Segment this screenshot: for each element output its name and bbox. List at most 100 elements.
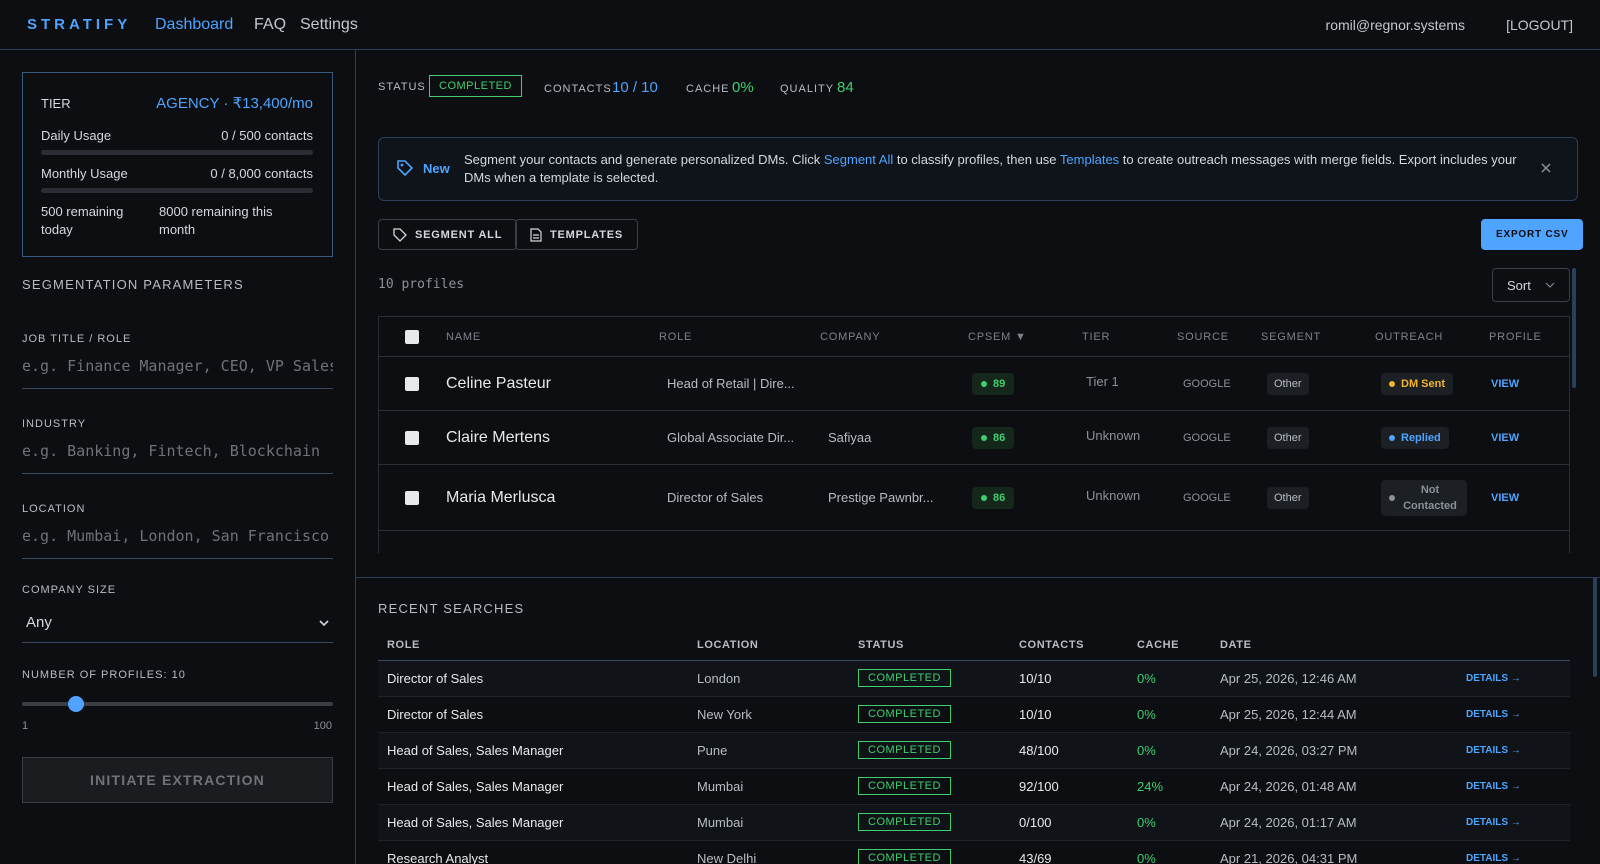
company-size-value[interactable]: Any (26, 614, 52, 631)
nav-link[interactable]: FAQ (254, 16, 287, 33)
templates-button[interactable]: TEMPLATES (515, 219, 638, 250)
column-header: SEGMENT (1261, 331, 1321, 343)
score-badge: 86 (972, 427, 1015, 449)
banner-text: Segment your contacts and generate perso… (464, 151, 1534, 187)
monthly-label: Monthly Usage (41, 166, 128, 181)
search-location: Mumbai (697, 815, 744, 830)
slider-thumb[interactable] (68, 696, 85, 712)
search-cache: 0% (1137, 851, 1156, 864)
input-underline (22, 473, 333, 474)
checkbox[interactable] (405, 431, 419, 445)
header-underline (378, 660, 1570, 661)
column-header: SOURCE (1177, 331, 1229, 343)
column-header: DATE (1220, 639, 1252, 651)
recent-title: RECENT SEARCHES (378, 601, 525, 616)
profile-role: Head of Retail | Dire... (667, 376, 795, 391)
input-placeholder[interactable]: e.g. Finance Manager, CEO, VP Sales (22, 357, 333, 375)
extract-button[interactable]: INITIATE EXTRACTION (22, 757, 333, 803)
sidebar-divider (355, 50, 356, 864)
column-header: CONTACTS (1019, 639, 1085, 651)
profile-name: Claire Mertens (446, 429, 551, 446)
search-date: Apr 21, 2026, 04:31 PM (1220, 851, 1358, 864)
checkbox[interactable] (405, 330, 419, 344)
status-badge: COMPLETED (858, 741, 951, 759)
view-link[interactable]: VIEW (1491, 432, 1520, 444)
search-role: Head of Sales, Sales Manager (387, 779, 564, 794)
profile-source: GOOGLE (1183, 492, 1231, 504)
nav-link[interactable]: Settings (300, 16, 358, 33)
search-location: New Delhi (697, 851, 757, 864)
row-divider (378, 696, 1570, 697)
details-link[interactable]: DETAILS → (1466, 853, 1521, 864)
details-link[interactable]: DETAILS → (1466, 709, 1521, 720)
banner-link[interactable]: Segment All (823, 152, 894, 167)
row-stripe (378, 733, 1570, 769)
sort-button[interactable]: Sort (1492, 268, 1570, 302)
column-header: PROFILE (1489, 331, 1542, 343)
search-cache: 0% (1137, 743, 1156, 758)
search-role: Head of Sales, Sales Manager (387, 743, 564, 758)
close-icon[interactable] (1540, 162, 1552, 174)
scrollbar (1593, 577, 1597, 677)
column-header: LOCATION (697, 639, 759, 651)
nav-link[interactable]: Dashboard (155, 16, 234, 33)
segment-all-button[interactable]: SEGMENT ALL (378, 219, 518, 250)
row-stripe (378, 805, 1570, 841)
outreach-badge: DM Sent (1381, 373, 1453, 395)
row-stripe (378, 661, 1570, 697)
profile-count: 10 profiles (378, 277, 465, 292)
remaining-today: 500 remaining today (41, 204, 124, 237)
profile-tier: Unknown (1086, 488, 1141, 503)
search-role: Head of Sales, Sales Manager (387, 815, 564, 830)
outreach-badge: Replied (1381, 427, 1449, 449)
checkbox[interactable] (405, 377, 419, 391)
profile-company: Prestige Pawnbr... (828, 490, 934, 505)
status-label: STATUS (378, 81, 426, 93)
details-link[interactable]: DETAILS → (1466, 673, 1521, 684)
remaining-month: 8000 remaining this month (159, 204, 273, 237)
column-header: COMPANY (820, 331, 881, 343)
chevron (1545, 282, 1555, 288)
input-underline (22, 558, 333, 559)
details-link[interactable]: DETAILS → (1466, 817, 1521, 828)
score-value: 86 (993, 432, 1006, 444)
banner-text-part: to classify profiles, then use (893, 152, 1060, 167)
input-placeholder[interactable]: e.g. Mumbai, London, San Francisco (22, 527, 330, 545)
search-date: Apr 24, 2026, 01:17 AM (1220, 815, 1357, 830)
view-link[interactable]: VIEW (1491, 378, 1520, 390)
export-button[interactable]: EXPORT CSV (1481, 219, 1584, 250)
banner-tag: New (423, 161, 450, 176)
outreach-label: DM Sent (1401, 378, 1445, 390)
column-header: NAME (446, 331, 481, 343)
table-row (379, 411, 1569, 465)
input-underline (22, 388, 333, 389)
status-badge: COMPLETED (429, 75, 522, 97)
nav-bar (0, 0, 1600, 50)
score-badge: 89 (972, 373, 1015, 395)
input-placeholder[interactable]: e.g. Banking, Fintech, Blockchain (22, 442, 321, 460)
field-label: JOB TITLE / ROLE (22, 333, 132, 345)
checkbox[interactable] (405, 491, 419, 505)
logout[interactable]: [LOGOUT] (1506, 17, 1573, 33)
contacts-value: 10 / 10 (612, 79, 658, 96)
details-link[interactable]: DETAILS → (1466, 781, 1521, 792)
details-link[interactable]: DETAILS → (1466, 745, 1521, 756)
column-header: OUTREACH (1375, 331, 1444, 343)
search-role: Director of Sales (387, 707, 484, 722)
search-cache: 24% (1137, 779, 1164, 794)
scrollbar (1572, 268, 1576, 388)
table-header-row (379, 317, 1569, 357)
daily-label: Daily Usage (41, 128, 112, 143)
doc-icon (530, 227, 542, 242)
profiles-label-text: NUMBER OF PROFILES: (22, 669, 168, 681)
banner-link[interactable]: Templates (1059, 152, 1120, 167)
column-header: CACHE (1137, 639, 1180, 651)
brand[interactable]: STRATIFY (27, 16, 132, 33)
status-badge: COMPLETED (858, 705, 951, 723)
tag-icon (397, 160, 414, 177)
column-header: TIER (1082, 331, 1111, 343)
view-link[interactable]: VIEW (1491, 492, 1520, 504)
status-badge: COMPLETED (858, 777, 951, 795)
input-underline (22, 642, 333, 643)
search-contacts: 0/100 (1019, 815, 1052, 830)
